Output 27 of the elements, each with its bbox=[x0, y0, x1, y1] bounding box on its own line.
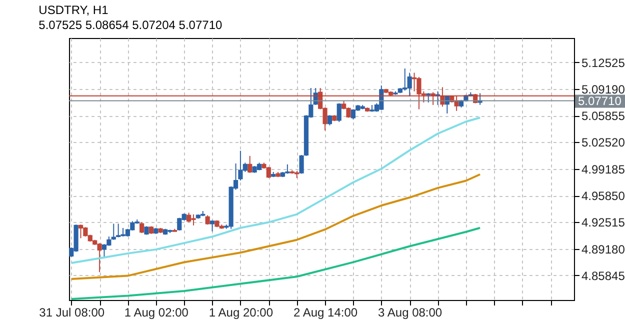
x-tick-label: 31 Jul 08:00 bbox=[39, 306, 105, 320]
y-tick-label: 4.85845 bbox=[582, 268, 625, 283]
candlestick bbox=[102, 244, 107, 258]
y-tick-label: 5.05855 bbox=[582, 109, 625, 124]
x-tick-label: 1 Aug 20:00 bbox=[208, 306, 274, 320]
chart-title: USDTRY, H1 bbox=[38, 3, 109, 17]
candlestick bbox=[440, 86, 445, 108]
y-tick-label: 5.09190 bbox=[582, 82, 625, 96]
chart-subtitle: 5.07525 5.08654 5.07204 5.07710 bbox=[38, 18, 222, 32]
candlestick bbox=[327, 114, 332, 126]
candlestick bbox=[336, 102, 342, 122]
x-tick-label: 1 Aug 02:00 bbox=[124, 306, 189, 320]
y-tick-label: 5.12525 bbox=[582, 56, 625, 70]
candlestick bbox=[111, 223, 116, 240]
y-tick-label: 4.92515 bbox=[582, 216, 625, 230]
y-tick-label: 5.02520 bbox=[582, 136, 625, 150]
candlestick bbox=[426, 92, 431, 103]
candlestick bbox=[78, 224, 84, 239]
candlestick bbox=[205, 214, 210, 226]
x-tick-label: 3 Aug 08:00 bbox=[378, 306, 442, 320]
y-tick-label: 4.95850 bbox=[582, 189, 625, 204]
x-tick-label: 2 Aug 14:00 bbox=[293, 306, 358, 320]
candlestick bbox=[248, 155, 252, 174]
y-tick-label: 4.89180 bbox=[582, 242, 625, 256]
ref-line-label: 5.07710 bbox=[578, 94, 622, 108]
y-tick-label: 4.99185 bbox=[582, 162, 625, 176]
candlestick bbox=[140, 222, 144, 234]
